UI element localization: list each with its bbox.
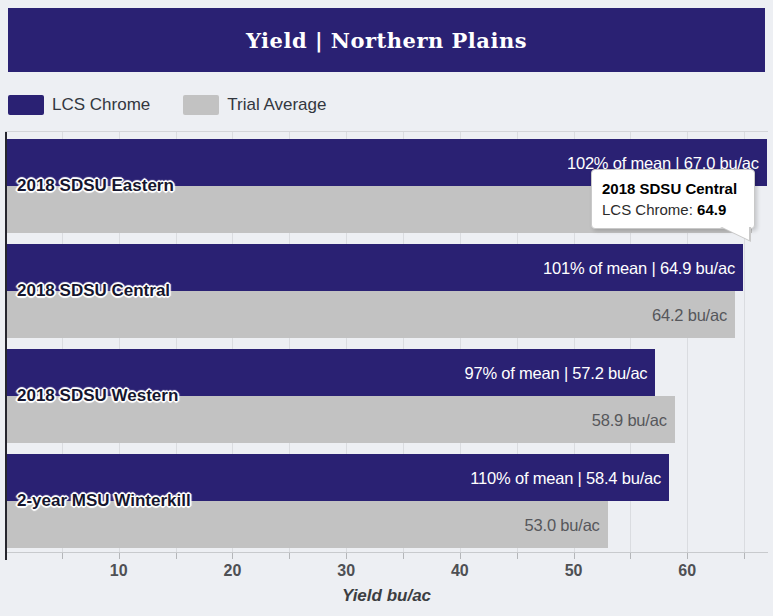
tooltip-value-line: LCS Chrome: 64.9 (602, 199, 744, 220)
x-tick-label: 50 (565, 562, 583, 580)
category-label-0: 2018 SDSU Eastern (17, 176, 174, 196)
axis-tick (346, 553, 347, 559)
legend-label-lcs-chrome: LCS Chrome (52, 95, 150, 115)
x-axis (5, 552, 768, 561)
bar-value-label: 97% of mean | 57.2 bu/ac (464, 363, 647, 382)
bar-value-label: 101% of mean | 64.9 bu/ac (543, 258, 735, 277)
axis-tick (176, 553, 177, 559)
axis-tick (119, 553, 120, 559)
axis-tick (517, 553, 518, 559)
axis-tick (687, 553, 688, 559)
x-tick-label: 20 (224, 562, 242, 580)
y-axis-line (5, 132, 7, 560)
bar-value-label: 53.0 bu/ac (525, 515, 600, 534)
legend-item-lcs-chrome[interactable]: LCS Chrome (8, 95, 150, 115)
x-tick-label: 60 (678, 562, 696, 580)
tooltip-series-label: LCS Chrome: (602, 201, 693, 218)
axis-tick (289, 553, 290, 559)
x-tick-label: 30 (337, 562, 355, 580)
x-tick-label: 40 (451, 562, 469, 580)
chart-title: Yield | Northern Plains (246, 28, 527, 53)
chart-title-bar: Yield | Northern Plains (8, 8, 765, 72)
x-axis-labels: 10 20 30 40 50 60 (5, 562, 768, 582)
bar-value-label: 110% of mean | 58.4 bu/ac (470, 468, 661, 487)
yield-chart: Yield | Northern Plains LCS Chrome Trial… (0, 0, 773, 616)
legend-swatch-trial-average (183, 95, 219, 115)
category-label-3: 2-year MSU Winterkill (17, 491, 191, 511)
axis-tick (574, 553, 575, 559)
legend-swatch-lcs-chrome (8, 95, 44, 115)
tooltip-value: 64.9 (697, 201, 726, 218)
x-tick-label: 10 (110, 562, 128, 580)
category-label-2: 2018 SDSU Western (17, 386, 178, 406)
axis-tick (403, 553, 404, 559)
x-axis-title: Yield bu/ac (5, 586, 768, 606)
plot-area: 2018 SDSU Central LCS Chrome: 64.9 102% … (5, 131, 768, 553)
axis-tick (630, 553, 631, 559)
axis-tick (460, 553, 461, 559)
axis-tick (232, 553, 233, 559)
bar-value-label: 64.2 bu/ac (652, 305, 727, 324)
bar-value-label: 58.9 bu/ac (592, 410, 667, 429)
axis-tick (744, 553, 745, 559)
tooltip-title: 2018 SDSU Central (602, 178, 744, 199)
category-label-1: 2018 SDSU Central (17, 281, 170, 301)
axis-tick (62, 553, 63, 559)
legend-item-trial-average[interactable]: Trial Average (183, 95, 326, 115)
legend: LCS Chrome Trial Average (8, 94, 360, 116)
tooltip: 2018 SDSU Central LCS Chrome: 64.9 (591, 169, 755, 229)
legend-label-trial-average: Trial Average (227, 95, 326, 115)
